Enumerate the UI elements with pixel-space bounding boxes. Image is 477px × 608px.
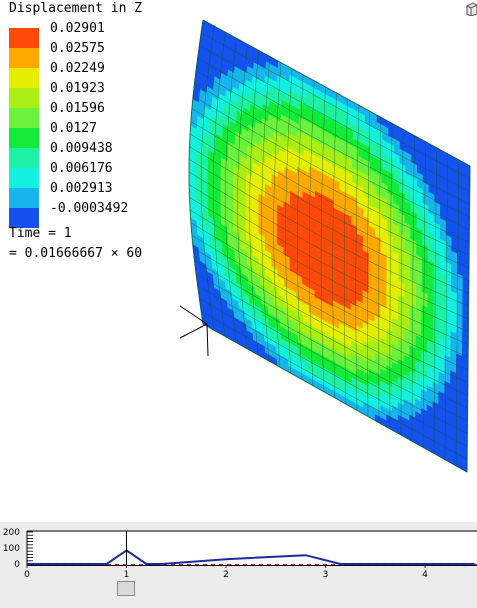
- legend-swatch: [9, 68, 39, 88]
- legend-swatch: [9, 148, 39, 168]
- legend-value: 0.0127: [50, 121, 97, 136]
- legend-value: 0.02901: [50, 21, 105, 36]
- legend-value: 0.02249: [50, 61, 105, 76]
- time-slider-thumb[interactable]: [117, 581, 135, 596]
- legend-swatch: [9, 48, 39, 68]
- time-label: Time = 1: [9, 226, 72, 241]
- legend-value: -0.0003492: [50, 201, 129, 216]
- timeline-panel: 200 100 0 0 1 2 3 4: [0, 522, 477, 608]
- timeline-curve: [27, 549, 475, 565]
- legend-swatch: [9, 88, 39, 108]
- timeline-x-tick-label: 2: [223, 570, 229, 578]
- timeline-x-tick-label: 0: [24, 570, 30, 578]
- deformed-mesh-plot: [179, 19, 471, 473]
- mesh-gridlines: [188, 19, 471, 473]
- timeline-plot-area: [27, 531, 477, 565]
- legend-swatch: [9, 188, 39, 208]
- legend-swatch: [9, 168, 39, 188]
- legend-swatch: [9, 28, 39, 48]
- time-history-chart: 200 100 00 1 2 3 4: [3, 528, 477, 578]
- legend-value: 0.02575: [50, 41, 105, 56]
- time-expression: = 0.01666667 × 60: [9, 246, 143, 261]
- timeline-x-tick-label: 1: [124, 570, 130, 578]
- timeline-y-tick-label: 200: [3, 528, 20, 538]
- timeline-y-tick-label: 100: [3, 544, 20, 554]
- legend-value: 0.009438: [50, 141, 113, 156]
- view-cube-icon[interactable]: [465, 2, 477, 16]
- legend-value: 0.01596: [50, 101, 105, 116]
- legend-swatch: [9, 208, 39, 228]
- legend-value: 0.01923: [50, 81, 105, 96]
- legend-value: 0.002913: [50, 181, 113, 196]
- timeline-x-tick-label: 3: [323, 570, 329, 578]
- timeline-y-tick-label: 0: [14, 560, 20, 570]
- legend-title: Displacement in Z: [9, 1, 143, 16]
- coordinate-axes-icon: [179, 305, 209, 357]
- model-viewport[interactable]: Displacement in Z 0.02901 0.02575 0.02249 0…: [0, 0, 477, 522]
- legend-swatch: [9, 128, 39, 148]
- legend-swatch: [9, 108, 39, 128]
- timeline-x-tick-label: 4: [422, 570, 428, 578]
- legend-value: 0.006176: [50, 161, 113, 176]
